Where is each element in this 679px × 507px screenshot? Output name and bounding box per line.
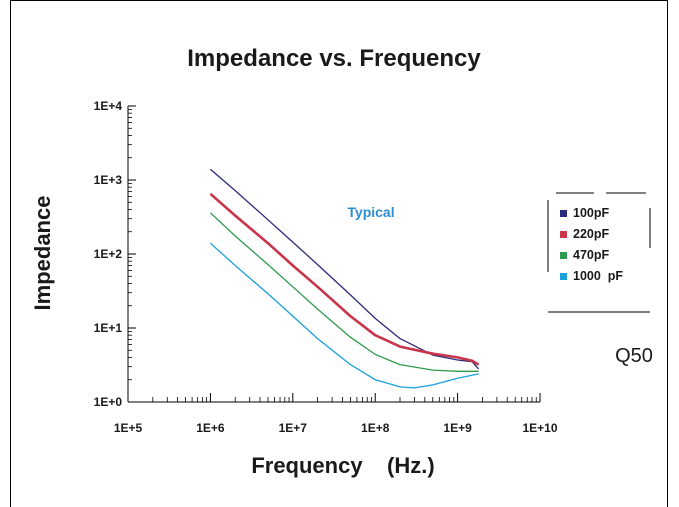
legend-swatch — [560, 252, 567, 259]
y-tick-label: 1E+2 — [94, 247, 123, 261]
axes: 1E+5 1E+6 1E+7 1E+8 1E+9 1E+10 1E+0 1E+1 1E+2 1E+… — [94, 99, 558, 435]
y-tick-label: 1E+4 — [94, 99, 123, 113]
legend-label: 100pF — [573, 206, 609, 220]
chart-title: Impedance vs. Frequency — [187, 45, 481, 72]
part-number-label: Q50 — [615, 345, 653, 367]
chart-frame — [10, 0, 668, 507]
series-line-100pf — [209, 168, 480, 370]
legend-swatch — [560, 273, 567, 280]
legend-label: 470pF — [573, 248, 609, 262]
series-lines — [209, 168, 480, 389]
x-tick-label: 1E+5 — [114, 421, 143, 435]
x-axis-title: Frequency (Hz.) — [251, 453, 434, 478]
series-line-1000pf — [209, 242, 479, 389]
typical-annotation: Typical — [347, 204, 394, 220]
series-line-470pf — [209, 212, 479, 372]
x-tick-label: 1E+10 — [522, 421, 557, 435]
legend-label: 220pF — [573, 227, 609, 241]
legend: 100pF 220pF 470pF 1000 pF — [547, 192, 651, 313]
series-line-220pf — [209, 192, 480, 366]
y-tick-label: 1E+0 — [94, 395, 123, 409]
x-tick-label: 1E+7 — [279, 421, 308, 435]
x-tick-label: 1E+8 — [361, 421, 390, 435]
y-axis-title: Impedance — [30, 196, 55, 311]
y-tick-label: 1E+1 — [94, 321, 123, 335]
y-tick-label: 1E+3 — [94, 173, 123, 187]
x-tick-label: 1E+9 — [443, 421, 472, 435]
legend-label: 1000 pF — [573, 269, 623, 283]
legend-swatch — [560, 231, 567, 238]
legend-swatch — [560, 210, 567, 217]
x-tick-label: 1E+6 — [196, 421, 225, 435]
